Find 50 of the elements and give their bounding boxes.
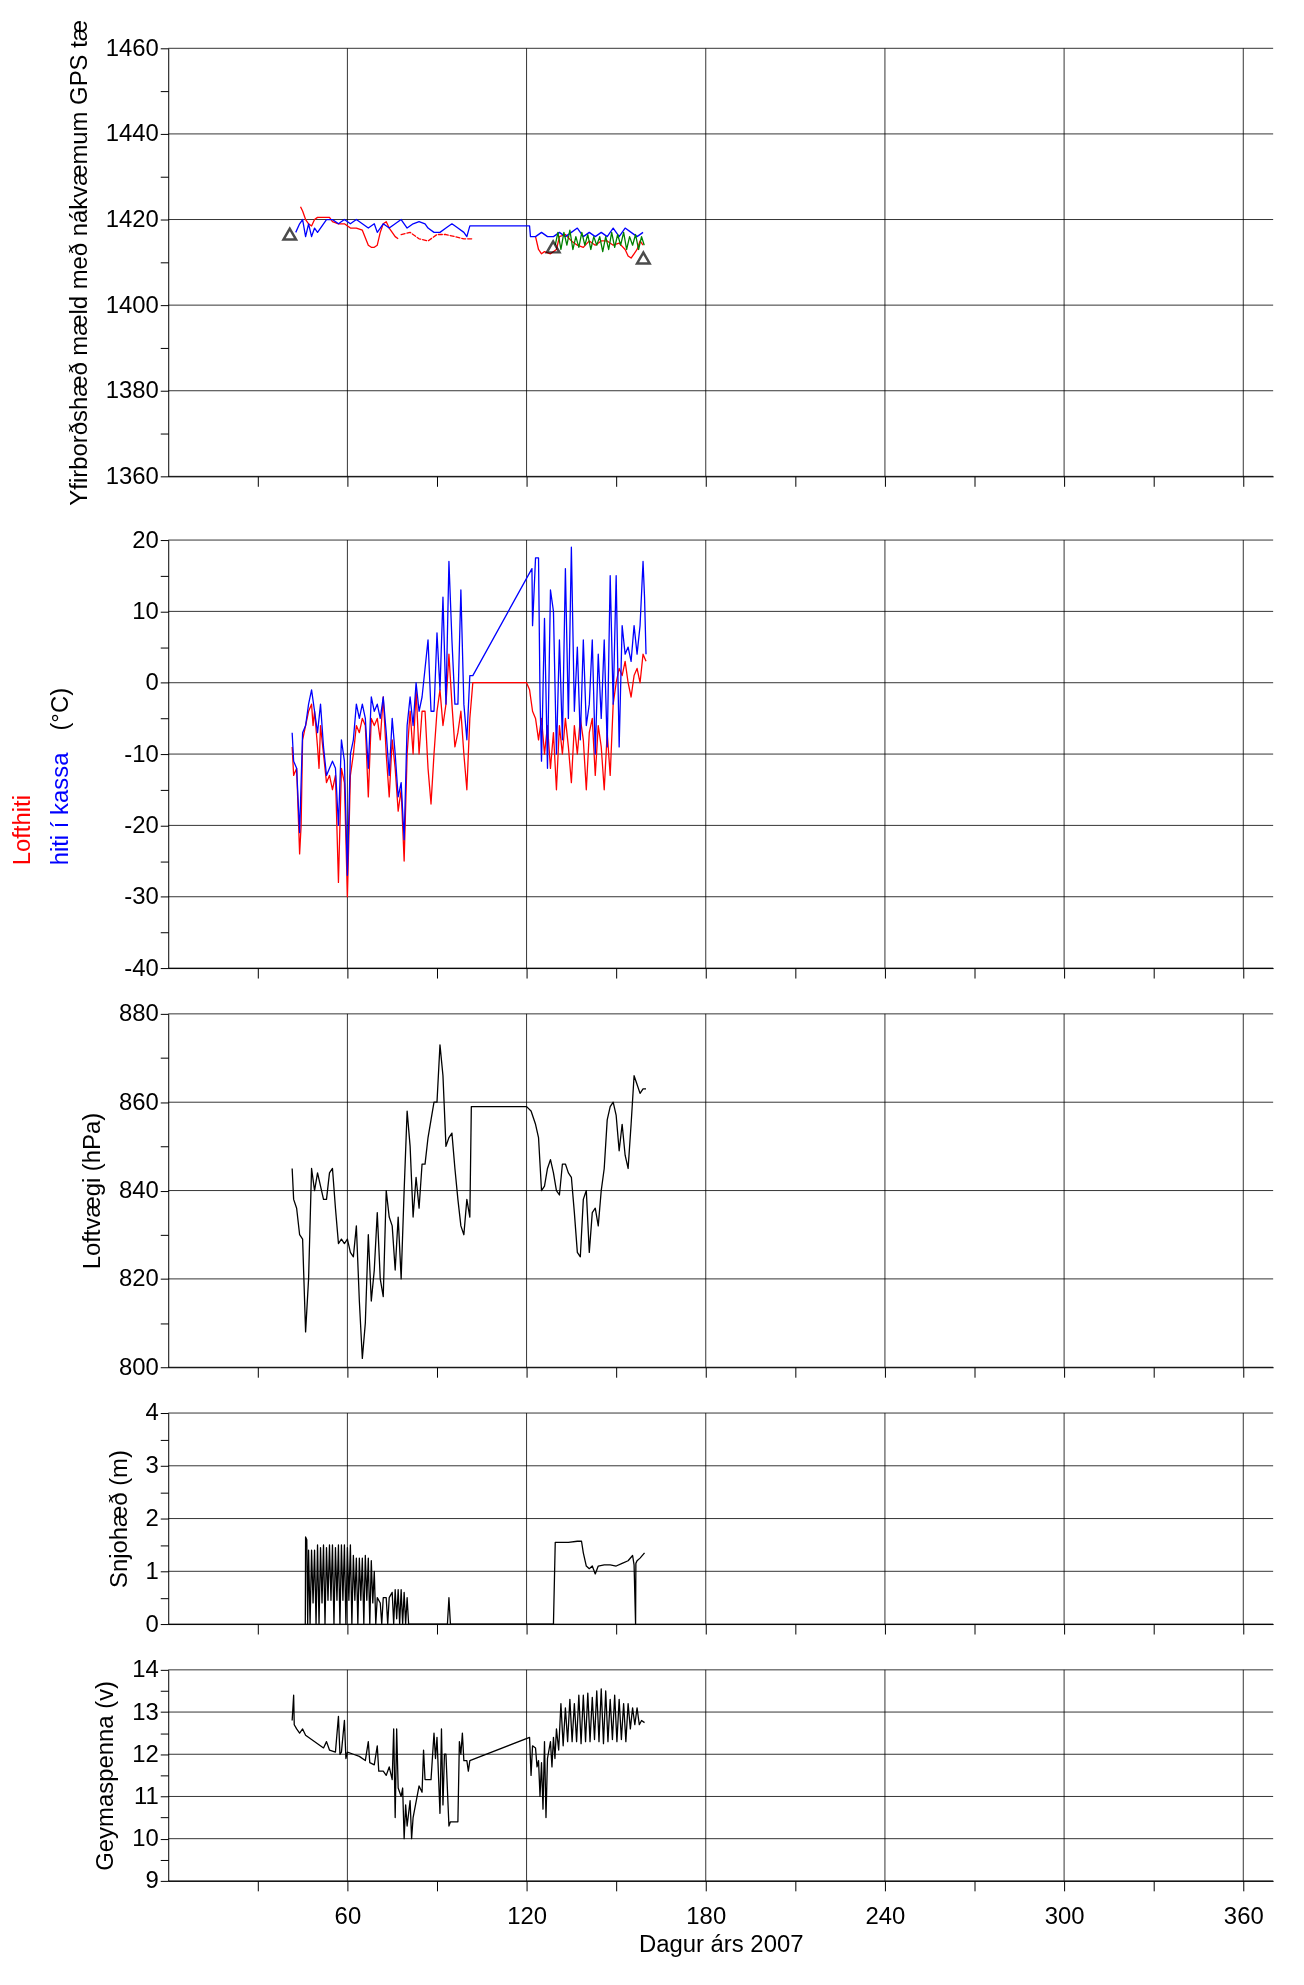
y-tick-label: 12 — [132, 1739, 159, 1767]
y-tick-label: 4 — [145, 1398, 159, 1426]
x-tick-label: 240 — [865, 1902, 906, 1930]
x-tick-label: 120 — [507, 1902, 547, 1930]
y-tick-label: 1 — [145, 1556, 159, 1584]
y-axis-title: Geymaspenna (v) — [91, 1680, 119, 1871]
y-tick-label: 10 — [132, 1824, 159, 1852]
text: Lofthiti — [7, 795, 35, 866]
x-axis-title: Dagur árs 2007 — [638, 1930, 804, 1958]
y-tick-label: 3 — [145, 1451, 159, 1479]
y-tick-label: -40 — [124, 953, 159, 981]
y-axis-title: Loftvægi (hPa) — [78, 1112, 105, 1270]
y-tick-label: -30 — [124, 882, 159, 910]
x-tick-label: 360 — [1223, 1902, 1264, 1930]
x-tick-label: 60 — [334, 1902, 362, 1930]
y-tick-label: 880 — [118, 999, 159, 1027]
y-tick-label: 840 — [118, 1176, 159, 1204]
y-tick-label: 0 — [145, 1609, 159, 1637]
y-tick-label: 1380 — [105, 376, 159, 404]
y-tick-label: 13 — [132, 1697, 159, 1725]
y-axis-title: Snjohæð (m) — [104, 1450, 132, 1589]
line-series — [299, 206, 399, 248]
y-axis-title: Yfirborðshæð mæld með nákvæmum GPS tæ — [64, 20, 92, 506]
y-tick-label: 2 — [145, 1504, 159, 1532]
y-tick-label: -10 — [124, 739, 159, 767]
line-series — [400, 231, 474, 242]
y-tick-label: 820 — [118, 1264, 159, 1292]
x-tick-label: 300 — [1044, 1902, 1085, 1930]
y-tick-label: 10 — [132, 596, 159, 624]
point — [545, 240, 561, 254]
x-tick-label: 180 — [686, 1902, 727, 1930]
y-tick-label: 1460 — [105, 33, 159, 61]
y-tick-label: 9 — [145, 1866, 159, 1894]
y-tick-label: 14 — [132, 1655, 159, 1683]
y-tick-label: 1420 — [105, 204, 159, 232]
y-tick-label: 860 — [118, 1087, 159, 1115]
line-series — [291, 546, 647, 876]
y-tick-label: 1440 — [105, 119, 159, 147]
y-tick-label: 20 — [132, 525, 159, 553]
y-axis-title: (°C) — [45, 687, 73, 731]
y-tick-label: 1400 — [105, 290, 159, 318]
line-series — [291, 653, 647, 898]
y-tick-label: -20 — [124, 810, 159, 838]
text: hiti í kassa — [45, 751, 73, 866]
y-tick-label: 1360 — [105, 461, 159, 489]
point — [635, 251, 651, 265]
y-tick-label: 0 — [145, 668, 159, 696]
y-tick-label: 800 — [118, 1352, 159, 1380]
y-tick-label: 11 — [133, 1781, 159, 1809]
point — [282, 227, 298, 241]
